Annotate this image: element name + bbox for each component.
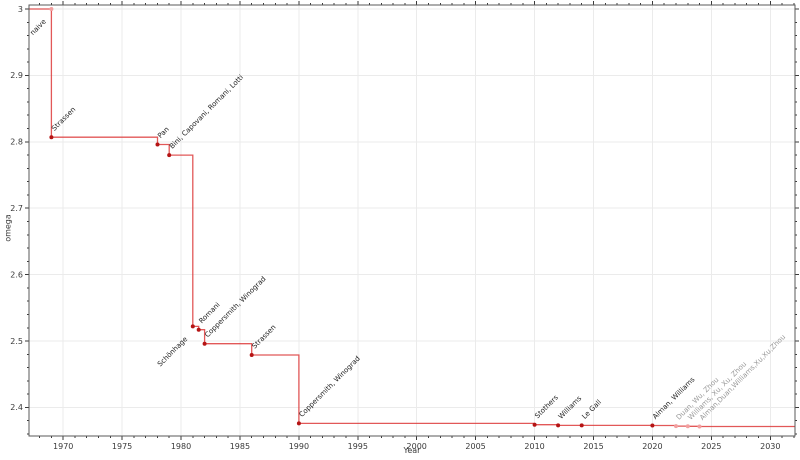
svg-text:Strassen: Strassen <box>50 105 77 132</box>
y-tick-label: 2.6 <box>10 270 23 279</box>
point-annotation: Coppersmith, Winograd <box>298 355 362 419</box>
svg-text:Schönhage: Schönhage <box>156 335 189 368</box>
x-tick-label: 1980 <box>171 442 191 451</box>
data-point <box>202 341 207 346</box>
x-tick-label: 2020 <box>642 442 662 451</box>
x-axis-title: Year <box>403 446 421 455</box>
svg-text:Strassen: Strassen <box>250 323 277 350</box>
data-point <box>532 422 537 427</box>
data-point <box>674 424 678 429</box>
y-tick-label: 2.8 <box>10 138 23 147</box>
x-tick-label: 1995 <box>348 442 368 451</box>
x-tick-label: 2000 <box>407 442 427 451</box>
tick-marks <box>25 1 799 440</box>
y-tick-label: 3 <box>18 5 23 14</box>
data-point <box>685 424 690 429</box>
data-point <box>650 423 655 428</box>
point-annotation: Le Gall <box>580 398 603 421</box>
point-annotation: naive <box>29 18 48 37</box>
tick-labels: 1970 1975 1980 1985 1990 1995 2000 2005 2010 2015… <box>10 5 780 451</box>
x-tick-label: 1985 <box>230 442 250 451</box>
svg-text:naive: naive <box>29 18 48 37</box>
point-annotation: Pan <box>156 125 171 140</box>
point-annotation: Bini, Capovani, Romani, Lotti <box>168 73 245 150</box>
x-tick-label: 1975 <box>112 442 132 451</box>
y-tick-label: 2.5 <box>10 337 23 346</box>
point-annotation: Williams, Xu, Xu, Zhou <box>687 360 749 422</box>
x-tick-label: 1990 <box>289 442 309 451</box>
x-tick-label: 2025 <box>701 442 721 451</box>
svg-text:Williams, Xu, Xu, Zhou: Williams, Xu, Xu, Zhou <box>687 360 749 422</box>
x-tick-label: 2030 <box>760 442 780 451</box>
data-point <box>697 424 702 429</box>
point-annotation: Strassen <box>50 105 77 132</box>
plot-frame <box>28 4 796 437</box>
svg-text:Pan: Pan <box>156 125 171 140</box>
data-point <box>49 135 54 140</box>
data-point <box>196 327 201 332</box>
y-tick-label: 2.4 <box>10 403 23 412</box>
svg-text:Bini, Capovani, Romani, Lotti: Bini, Capovani, Romani, Lotti <box>168 73 245 150</box>
x-tick-label: 2015 <box>583 442 603 451</box>
point-annotation: Schönhage <box>156 335 189 368</box>
x-tick-label: 1970 <box>53 442 73 451</box>
point-annotation: Stothers <box>533 393 560 420</box>
data-point <box>579 423 584 428</box>
y-tick-label: 2.7 <box>10 204 23 213</box>
data-point <box>190 324 195 329</box>
gridlines <box>29 5 795 436</box>
data-point <box>556 423 561 428</box>
point-annotation: Strassen <box>250 323 277 350</box>
data-point <box>249 353 254 357</box>
x-tick-label: 2010 <box>524 442 544 451</box>
data-point <box>167 153 172 158</box>
y-axis-title: omega <box>3 214 13 242</box>
y-tick-label: 2.9 <box>10 71 23 80</box>
data-point <box>296 421 301 426</box>
x-tick-label: 2005 <box>465 442 485 451</box>
data-points <box>49 7 702 429</box>
svg-text:Coppersmith, Winograd: Coppersmith, Winograd <box>298 355 362 419</box>
omega-step-line <box>29 8 795 428</box>
data-point <box>49 7 54 11</box>
data-point <box>155 142 160 147</box>
svg-text:Stothers: Stothers <box>533 393 560 420</box>
svg-text:Le Gall: Le Gall <box>580 398 603 421</box>
